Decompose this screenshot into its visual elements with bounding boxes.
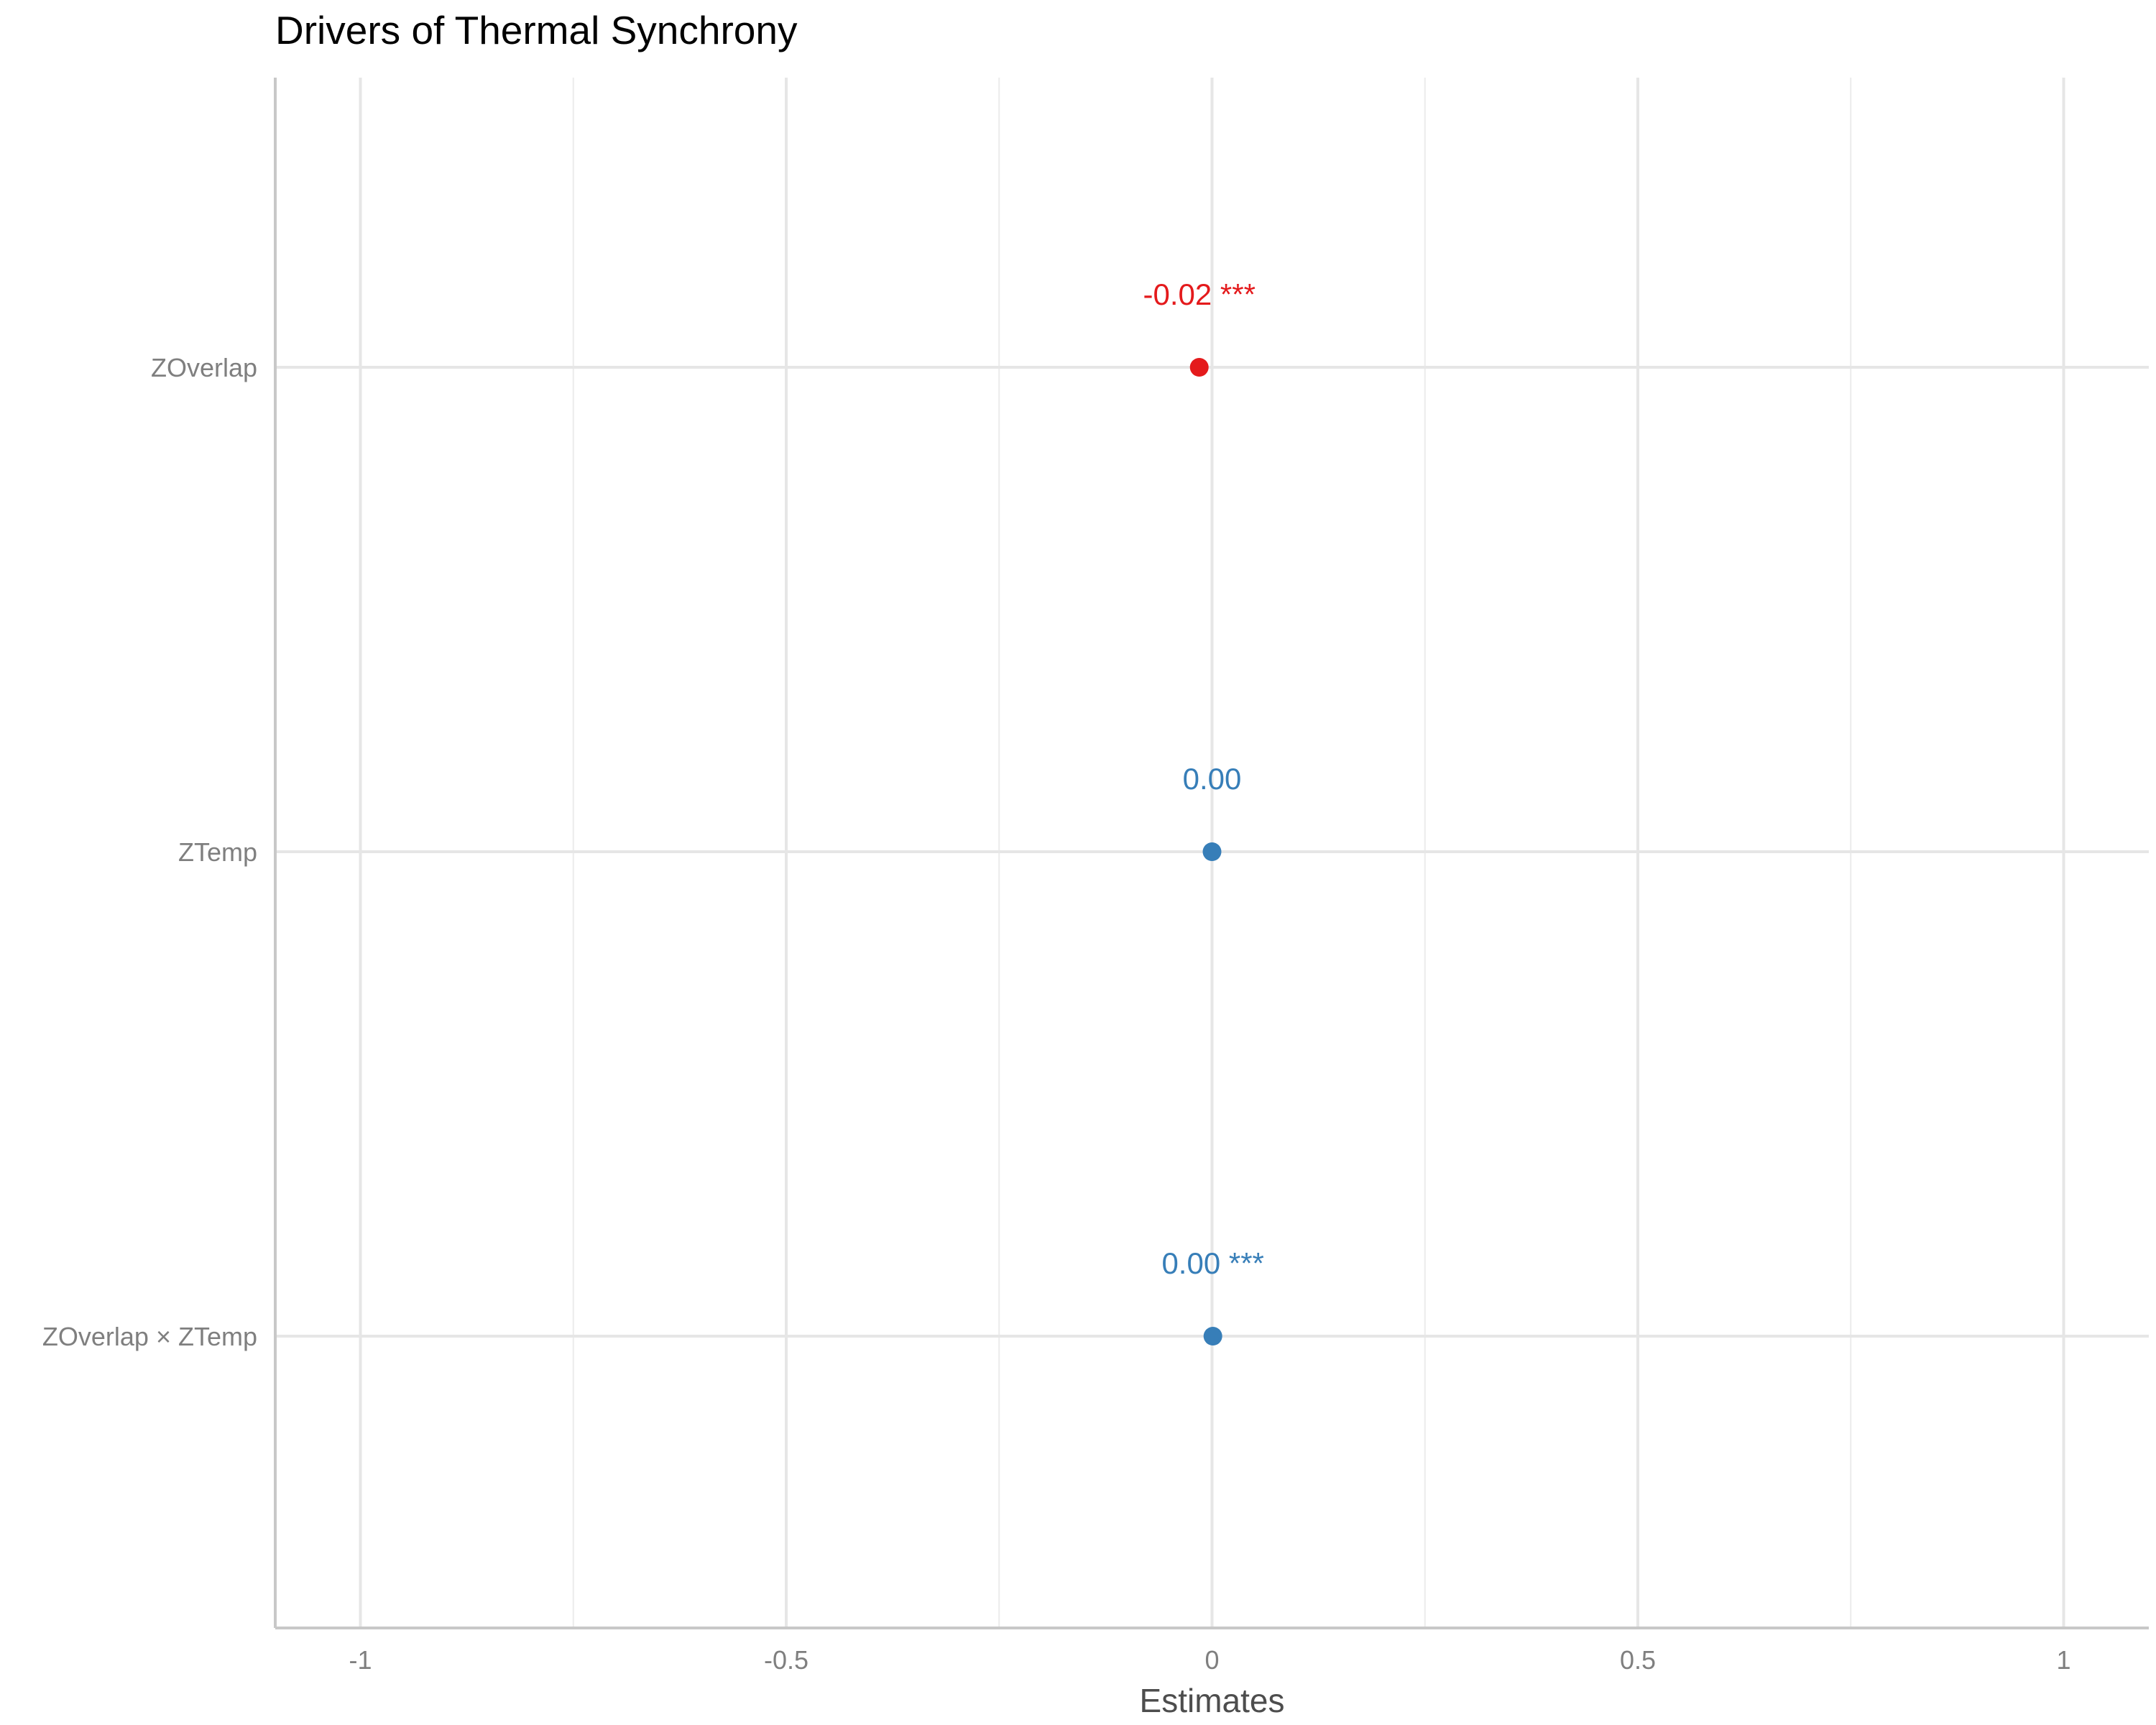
data-point xyxy=(1189,358,1209,377)
data-label: -0.02 *** xyxy=(1143,277,1256,311)
x-tick-label: -0.5 xyxy=(764,1645,808,1675)
x-tick-label: 0 xyxy=(1204,1645,1219,1675)
data-point xyxy=(1203,1327,1222,1346)
data-label: 0.00 *** xyxy=(1161,1246,1263,1280)
axes xyxy=(274,78,2149,1629)
x-tick-label: 0.5 xyxy=(1620,1645,1656,1675)
y-tick-label: ZOverlap × ZTemp xyxy=(42,1322,257,1351)
data-labels: -0.02 *** 0.00 0.00 *** xyxy=(1143,277,1264,1280)
data-label: 0.00 xyxy=(1183,762,1242,796)
x-axis-label: Estimates xyxy=(1140,1682,1285,1719)
x-tick-label: 1 xyxy=(2056,1645,2070,1675)
data-points xyxy=(1189,358,1222,1346)
y-tick-labels: ZOverlap ZTemp ZOverlap × ZTemp xyxy=(42,353,257,1351)
x-tick-label: -1 xyxy=(349,1645,372,1675)
y-tick-label: ZOverlap xyxy=(151,353,257,382)
y-tick-label: ZTemp xyxy=(178,837,257,867)
x-tick-labels: -1 -0.5 0 0.5 1 xyxy=(349,1645,2070,1675)
data-point xyxy=(1202,842,1222,861)
chart-title: Drivers of Thermal Synchrony xyxy=(275,8,798,52)
